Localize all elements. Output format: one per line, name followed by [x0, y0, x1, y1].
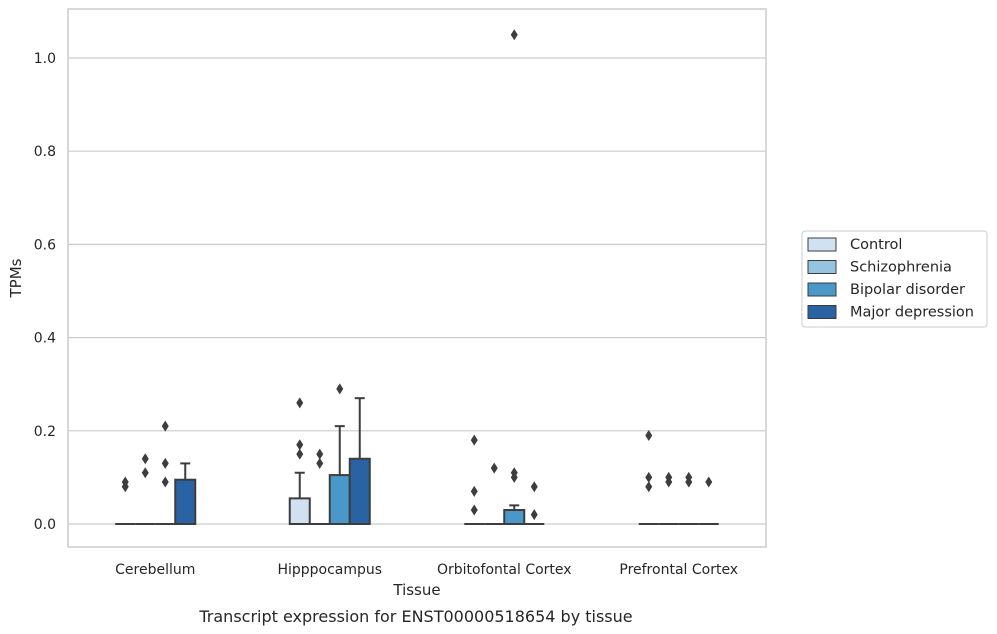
- outlier-point: [470, 485, 478, 497]
- x-tick-label: Orbitofontal Cortex: [437, 562, 572, 578]
- box-body: [328, 474, 351, 526]
- outlier-point: [470, 434, 478, 446]
- x-tick-label: Cerebellum: [115, 562, 195, 578]
- outlier-point: [510, 29, 518, 41]
- box-body: [174, 478, 197, 526]
- box-control: [288, 471, 311, 525]
- outlier-point: [685, 471, 693, 483]
- box-major-depression: [174, 462, 197, 526]
- box-body: [288, 497, 311, 525]
- outlier-point: [470, 504, 478, 516]
- outlier-point: [530, 481, 538, 493]
- y-axis-title: TPMs: [7, 258, 25, 298]
- box-body: [503, 509, 526, 525]
- y-tick-label: 0.2: [34, 424, 56, 440]
- outlier-point: [490, 462, 498, 474]
- outlier-point: [316, 448, 324, 460]
- x-tick-labels: Cerebellum Hipppocampus Orbitofontal Corte…: [115, 562, 738, 578]
- legend-label: Bipolar disorder: [850, 282, 965, 298]
- outlier-point: [141, 453, 149, 465]
- outlier-point: [645, 481, 653, 493]
- legend-label: Control: [850, 237, 902, 253]
- box-bipolar-disorder: [328, 425, 351, 526]
- outlier-point: [161, 457, 169, 469]
- outlier-point: [121, 476, 129, 488]
- legend-label: Schizophrenia: [850, 260, 952, 276]
- outlier-point: [665, 471, 673, 483]
- outlier-point: [705, 476, 713, 488]
- outlier-point: [296, 439, 304, 451]
- box-bipolar-disorder: [503, 504, 526, 525]
- outlier-point: [316, 457, 324, 469]
- x-tick-label: Hipppocampus: [277, 562, 382, 578]
- outlier-point: [296, 448, 304, 460]
- y-tick-label: 1.0: [34, 51, 56, 67]
- outlier-points: [121, 29, 713, 521]
- y-tick-label: 0.4: [34, 331, 56, 347]
- x-tick-label: Prefrontal Cortex: [619, 562, 738, 578]
- outlier-point: [336, 383, 344, 395]
- gridlines: [68, 57, 766, 525]
- box-body: [348, 457, 371, 526]
- y-tick-label: 0.6: [34, 237, 56, 253]
- legend-items: Control Schizophrenia Bipolar disorder Majo…: [807, 237, 974, 321]
- outlier-point: [161, 420, 169, 432]
- outlier-point: [510, 467, 518, 479]
- plot-boxes: [115, 397, 719, 526]
- legend-swatch: [807, 305, 837, 319]
- legend-swatch: [807, 260, 837, 274]
- legend-frame: [801, 230, 988, 328]
- outlier-point: [141, 467, 149, 479]
- outlier-point: [645, 429, 653, 441]
- legend-swatch: [807, 237, 837, 252]
- plot-frame: [67, 8, 767, 548]
- outlier-point: [645, 471, 653, 483]
- y-tick-label: 0.0: [34, 517, 56, 533]
- y-tick-label: 0.8: [34, 144, 56, 160]
- y-tick-labels: 0.0 0.2 0.4 0.6 0.8 1.0: [34, 51, 56, 533]
- x-axis-title: Tissue: [392, 581, 440, 599]
- legend-label: Major depression: [850, 305, 974, 321]
- chart-caption: Transcript expression for ENST0000051865…: [198, 607, 632, 626]
- outlier-point: [296, 397, 304, 409]
- outlier-point: [530, 509, 538, 521]
- legend-swatch: [807, 282, 837, 297]
- legend: Control Schizophrenia Bipolar disorder Majo…: [801, 230, 988, 328]
- outlier-point: [161, 476, 169, 488]
- box-major-depression: [348, 397, 371, 526]
